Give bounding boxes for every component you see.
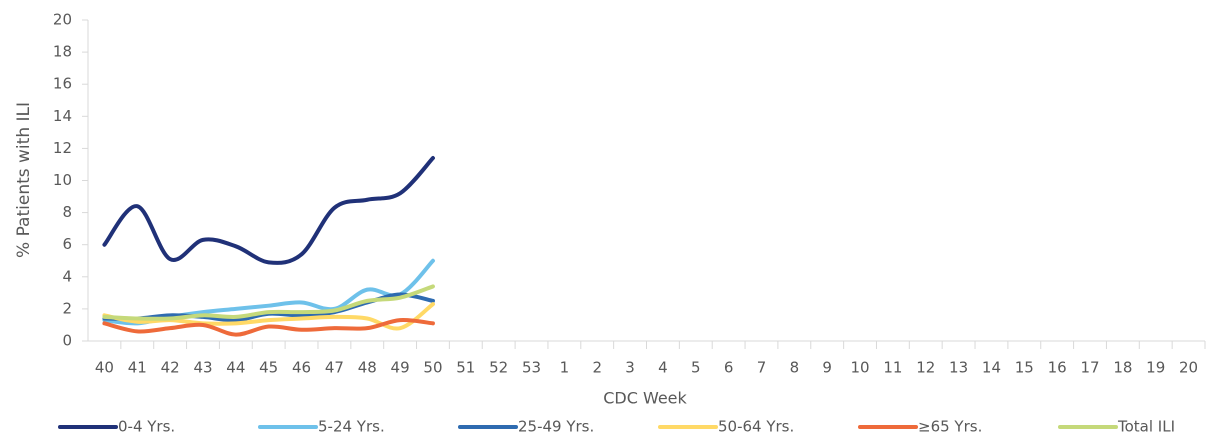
x-tick-label: 4	[658, 359, 668, 377]
y-tick-label: 4	[62, 267, 72, 285]
x-tick-label: 44	[226, 359, 245, 377]
y-tick-label: 16	[53, 75, 72, 93]
y-tick-label: 10	[53, 171, 72, 189]
x-tick-label: 10	[850, 359, 869, 377]
x-tick-label: 6	[724, 359, 734, 377]
x-tick-label: 8	[790, 359, 800, 377]
x-tick-label: 52	[489, 359, 508, 377]
x-tick-label: 9	[822, 359, 832, 377]
x-tick-label: 14	[982, 359, 1001, 377]
y-tick-label: 20	[53, 11, 72, 29]
y-tick-label: 2	[62, 299, 72, 317]
x-tick-label: 12	[916, 359, 935, 377]
y-tick-label: 8	[62, 203, 72, 221]
x-tick-label: 40	[95, 359, 114, 377]
x-tick-label: 43	[193, 359, 212, 377]
x-tick-label: 53	[522, 359, 541, 377]
y-tick-label: 6	[62, 235, 72, 253]
x-tick-label: 15	[1015, 359, 1034, 377]
x-tick-label: 45	[259, 359, 278, 377]
series-line	[102, 156, 435, 265]
x-tick-label: 20	[1179, 359, 1198, 377]
x-tick-label: 18	[1113, 359, 1132, 377]
series-line	[102, 318, 435, 337]
legend-label: 50-64 Yrs.	[718, 418, 794, 436]
x-tick-label: 17	[1080, 359, 1099, 377]
y-tick-label: 18	[53, 43, 72, 61]
x-tick-label: 51	[456, 359, 475, 377]
x-tick-label: 50	[423, 359, 442, 377]
x-tick-label: 16	[1048, 359, 1067, 377]
x-tick-label: 48	[358, 359, 377, 377]
x-tick-label: 49	[391, 359, 410, 377]
x-tick-label: 46	[292, 359, 311, 377]
legend-label: 0-4 Yrs.	[118, 418, 175, 436]
x-tick-label: 1	[560, 359, 570, 377]
x-tick-label: 3	[625, 359, 635, 377]
x-tick-label: 47	[325, 359, 344, 377]
y-axis-label: % Patients with ILI	[14, 102, 34, 258]
legend-label: Total ILI	[1117, 418, 1175, 436]
series-line	[102, 284, 435, 321]
x-tick-label: 13	[949, 359, 968, 377]
y-tick-label: 14	[53, 107, 72, 125]
x-tick-label: 11	[883, 359, 902, 377]
x-tick-label: 7	[757, 359, 767, 377]
x-tick-label: 19	[1146, 359, 1165, 377]
y-tick-label: 0	[62, 332, 72, 350]
legend-label: 25-49 Yrs.	[518, 418, 594, 436]
x-tick-label: 2	[592, 359, 602, 377]
legend-label: 5-24 Yrs.	[318, 418, 385, 436]
x-tick-label: 5	[691, 359, 701, 377]
legend-label: ≥65 Yrs.	[918, 418, 982, 436]
x-tick-label: 41	[128, 359, 147, 377]
x-tick-label: 42	[161, 359, 180, 377]
x-axis-label: CDC Week	[603, 389, 687, 408]
y-tick-label: 12	[53, 139, 72, 157]
